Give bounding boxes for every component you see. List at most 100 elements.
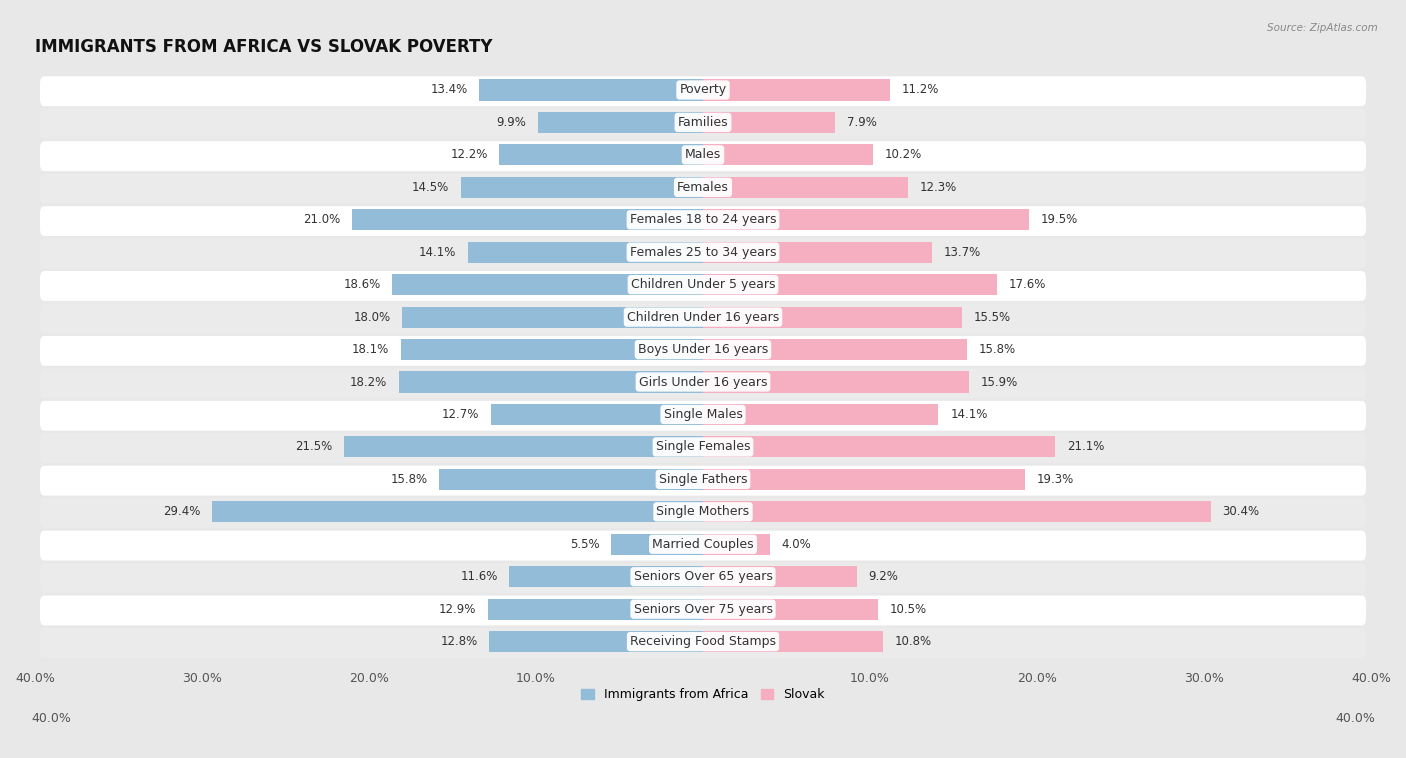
Bar	[344, 437, 703, 458]
Text: 11.6%: 11.6%	[460, 570, 498, 583]
Bar	[703, 534, 770, 555]
Text: 10.5%: 10.5%	[890, 603, 927, 615]
Bar	[489, 631, 703, 652]
FancyBboxPatch shape	[39, 109, 1367, 139]
Bar	[468, 242, 703, 263]
Text: 14.5%: 14.5%	[412, 181, 449, 194]
Legend: Immigrants from Africa, Slovak: Immigrants from Africa, Slovak	[576, 684, 830, 706]
Text: 15.8%: 15.8%	[979, 343, 1015, 356]
Text: Poverty: Poverty	[679, 83, 727, 96]
Text: Males: Males	[685, 149, 721, 161]
Text: 13.4%: 13.4%	[430, 83, 468, 96]
Text: 12.7%: 12.7%	[441, 408, 479, 421]
Bar	[399, 371, 703, 393]
Bar	[703, 371, 969, 393]
Bar	[509, 566, 703, 587]
FancyBboxPatch shape	[39, 271, 1367, 301]
Text: Single Males: Single Males	[664, 408, 742, 421]
FancyBboxPatch shape	[39, 628, 1367, 658]
Bar	[439, 468, 703, 490]
Bar	[491, 404, 703, 425]
FancyBboxPatch shape	[39, 174, 1367, 204]
FancyBboxPatch shape	[39, 239, 1367, 268]
Text: 15.5%: 15.5%	[973, 311, 1011, 324]
Text: Single Females: Single Females	[655, 440, 751, 453]
Text: 9.2%: 9.2%	[869, 570, 898, 583]
Text: 18.2%: 18.2%	[350, 375, 387, 389]
Text: 10.2%: 10.2%	[884, 149, 922, 161]
Text: 18.6%: 18.6%	[343, 278, 381, 291]
Bar	[703, 274, 997, 295]
Text: 30.4%: 30.4%	[1222, 506, 1260, 518]
Text: Single Fathers: Single Fathers	[659, 473, 747, 486]
FancyBboxPatch shape	[39, 531, 1367, 560]
FancyBboxPatch shape	[39, 336, 1367, 366]
Bar	[703, 209, 1029, 230]
Text: Single Mothers: Single Mothers	[657, 506, 749, 518]
Bar	[703, 177, 908, 198]
Bar	[479, 80, 703, 101]
Text: 19.5%: 19.5%	[1040, 213, 1077, 227]
Text: 15.8%: 15.8%	[391, 473, 427, 486]
Text: Children Under 16 years: Children Under 16 years	[627, 311, 779, 324]
Bar	[703, 112, 835, 133]
Text: Source: ZipAtlas.com: Source: ZipAtlas.com	[1267, 23, 1378, 33]
Text: Children Under 5 years: Children Under 5 years	[631, 278, 775, 291]
Bar	[703, 144, 873, 165]
FancyBboxPatch shape	[39, 563, 1367, 593]
Bar	[703, 404, 938, 425]
Bar	[499, 144, 703, 165]
Text: 12.3%: 12.3%	[920, 181, 957, 194]
FancyBboxPatch shape	[39, 596, 1367, 625]
Bar	[703, 339, 967, 360]
Text: 21.0%: 21.0%	[304, 213, 340, 227]
Text: 17.6%: 17.6%	[1008, 278, 1046, 291]
Bar	[703, 599, 879, 620]
Bar	[212, 501, 703, 522]
Text: 9.9%: 9.9%	[496, 116, 526, 129]
Text: 14.1%: 14.1%	[950, 408, 987, 421]
Bar	[401, 339, 703, 360]
FancyBboxPatch shape	[39, 206, 1367, 236]
Bar	[703, 437, 1056, 458]
Text: 18.0%: 18.0%	[353, 311, 391, 324]
Bar	[612, 534, 703, 555]
Text: Married Couples: Married Couples	[652, 537, 754, 551]
Bar	[392, 274, 703, 295]
Text: 15.9%: 15.9%	[980, 375, 1018, 389]
Text: Seniors Over 65 years: Seniors Over 65 years	[634, 570, 772, 583]
Text: Females 18 to 24 years: Females 18 to 24 years	[630, 213, 776, 227]
Text: 13.7%: 13.7%	[943, 246, 981, 258]
Text: 12.2%: 12.2%	[450, 149, 488, 161]
Bar	[703, 242, 932, 263]
Text: Girls Under 16 years: Girls Under 16 years	[638, 375, 768, 389]
Text: Receiving Food Stamps: Receiving Food Stamps	[630, 635, 776, 648]
Bar	[703, 566, 856, 587]
Bar	[353, 209, 703, 230]
Text: Females: Females	[678, 181, 728, 194]
FancyBboxPatch shape	[39, 401, 1367, 431]
Text: 5.5%: 5.5%	[569, 537, 599, 551]
FancyBboxPatch shape	[39, 141, 1367, 171]
Text: 12.9%: 12.9%	[439, 603, 475, 615]
Bar	[537, 112, 703, 133]
Text: 4.0%: 4.0%	[782, 537, 811, 551]
Bar	[703, 501, 1211, 522]
FancyBboxPatch shape	[39, 465, 1367, 496]
Text: 12.8%: 12.8%	[440, 635, 478, 648]
FancyBboxPatch shape	[39, 77, 1367, 106]
FancyBboxPatch shape	[39, 498, 1367, 528]
Bar	[703, 468, 1025, 490]
Bar	[703, 306, 962, 327]
Text: IMMIGRANTS FROM AFRICA VS SLOVAK POVERTY: IMMIGRANTS FROM AFRICA VS SLOVAK POVERTY	[35, 38, 492, 56]
Text: 19.3%: 19.3%	[1038, 473, 1074, 486]
Text: 29.4%: 29.4%	[163, 506, 200, 518]
Text: 40.0%: 40.0%	[1336, 712, 1375, 725]
Bar	[488, 599, 703, 620]
Text: Families: Families	[678, 116, 728, 129]
Text: 10.8%: 10.8%	[896, 635, 932, 648]
Text: 11.2%: 11.2%	[901, 83, 939, 96]
Text: Boys Under 16 years: Boys Under 16 years	[638, 343, 768, 356]
Bar	[402, 306, 703, 327]
Text: 21.1%: 21.1%	[1067, 440, 1105, 453]
